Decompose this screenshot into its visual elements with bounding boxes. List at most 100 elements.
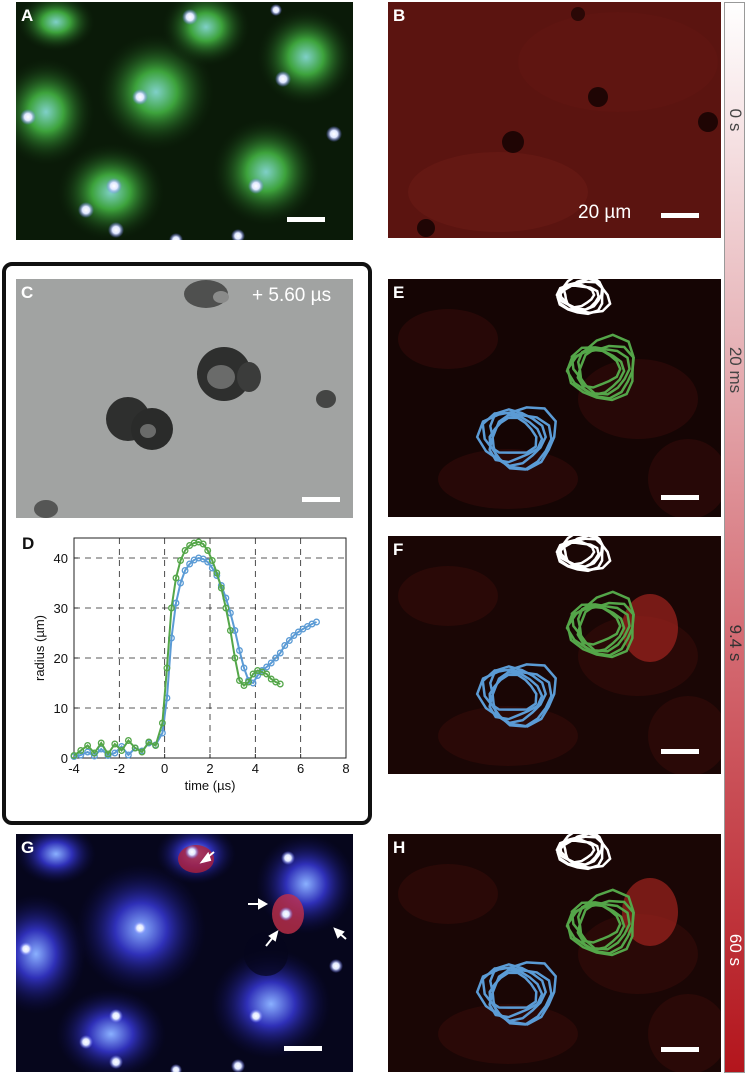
contour bbox=[555, 835, 604, 866]
contour bbox=[557, 279, 612, 314]
series-0-point-18 bbox=[181, 567, 189, 574]
panel-f-tissue-overlay: F bbox=[388, 536, 721, 774]
panel-b-tissue: B 20 µm bbox=[388, 2, 721, 238]
series-0-point-36 bbox=[263, 663, 271, 671]
series-1-point-16 bbox=[172, 574, 180, 582]
series-1-point-22 bbox=[199, 540, 207, 548]
x-tick-label-4: 4 bbox=[252, 761, 259, 776]
series-0-point-37 bbox=[267, 659, 275, 667]
panel-g-image bbox=[16, 834, 353, 1072]
series-1-point-11 bbox=[145, 738, 153, 746]
panel-f-label: F bbox=[393, 540, 404, 559]
colorbar-label-3: 60 s bbox=[726, 933, 745, 967]
x-axis-label: time (µs) bbox=[185, 778, 236, 793]
series-1-point-13 bbox=[158, 719, 166, 727]
contour bbox=[576, 346, 626, 397]
series-0-point-17 bbox=[177, 579, 184, 587]
green-bubble-contours bbox=[565, 333, 635, 402]
series-0-point-19 bbox=[186, 560, 194, 568]
panel-c-image bbox=[16, 279, 353, 518]
panel-b-label: B bbox=[393, 6, 406, 25]
white-bubble-contours bbox=[555, 834, 612, 871]
series-0-point-33 bbox=[249, 679, 257, 687]
contour bbox=[576, 901, 626, 952]
panel-e-tissue-overlay: E bbox=[388, 279, 721, 517]
series-1-point-6 bbox=[111, 740, 119, 748]
x-tick-label-6: 8 bbox=[342, 761, 349, 776]
contour bbox=[481, 668, 553, 728]
series-1-point-18 bbox=[181, 547, 189, 554]
x-tick-label-5: 6 bbox=[297, 761, 304, 776]
panel-g-fluorescence: G bbox=[16, 834, 353, 1072]
series-0-point-42 bbox=[290, 632, 298, 639]
series-1-point-23 bbox=[204, 547, 212, 554]
contour bbox=[566, 333, 635, 402]
panel-c-highspeed-frame: C + 5.60 µs bbox=[16, 279, 353, 518]
panel-h-tissue-overlay: H bbox=[388, 834, 721, 1072]
series-line-1 bbox=[73, 540, 281, 757]
series-1-point-14 bbox=[163, 664, 171, 672]
series-0-point-40 bbox=[281, 642, 289, 649]
colorbar-label-2: 9.4 s bbox=[726, 624, 745, 662]
series-1-point-33 bbox=[249, 670, 257, 678]
panel-c-label: C bbox=[21, 283, 34, 302]
panel-g-label: G bbox=[21, 838, 35, 857]
series-1-point-37 bbox=[267, 675, 275, 683]
x-tick-label-3: 2 bbox=[206, 761, 213, 776]
contour bbox=[475, 961, 557, 1026]
white-bubble-contours bbox=[555, 279, 612, 316]
contour bbox=[570, 346, 631, 396]
series-1-point-28 bbox=[226, 627, 234, 634]
panel-a-label: A bbox=[21, 6, 34, 25]
series-1-point-20 bbox=[190, 539, 198, 547]
series-1-point-39 bbox=[276, 680, 284, 688]
series-1-point-17 bbox=[177, 557, 184, 564]
series-1-point-24 bbox=[208, 557, 216, 564]
contour bbox=[555, 280, 604, 311]
contour bbox=[566, 888, 635, 957]
series-0-point-30 bbox=[236, 647, 243, 654]
panel-e-scale-bar bbox=[661, 495, 699, 500]
tissue-texture bbox=[398, 309, 721, 517]
contour bbox=[475, 406, 557, 471]
panel-b-scale-text: 20 µm bbox=[578, 202, 632, 223]
tissue-texture bbox=[398, 864, 721, 1072]
series-1-point-5 bbox=[104, 750, 112, 758]
y-tick-label-4: 40 bbox=[54, 551, 68, 566]
y-tick-label-2: 20 bbox=[54, 651, 68, 666]
panel-h-image bbox=[398, 834, 721, 1072]
panel-a-scale-bar bbox=[287, 217, 325, 222]
contour bbox=[555, 537, 604, 568]
panel-e-image bbox=[398, 279, 721, 517]
contour bbox=[488, 416, 538, 454]
series-0-point-22 bbox=[199, 555, 207, 563]
contour bbox=[576, 603, 626, 654]
blue-bubble-contours bbox=[475, 663, 557, 728]
series-1-point-29 bbox=[231, 654, 239, 662]
contour bbox=[481, 411, 553, 471]
panel-h-scale-bar bbox=[661, 1047, 699, 1052]
time-colorbar bbox=[724, 2, 745, 1073]
contour bbox=[488, 673, 538, 711]
panel-f-image bbox=[398, 536, 721, 774]
green-bubble-contours bbox=[565, 590, 635, 659]
panel-g-scale-bar bbox=[284, 1046, 322, 1051]
contour bbox=[475, 663, 557, 728]
series-1-point-10 bbox=[138, 748, 146, 756]
series-1-point-8 bbox=[124, 737, 132, 744]
x-tick-label-2: 0 bbox=[161, 761, 168, 776]
series-0-point-38 bbox=[272, 654, 280, 662]
panel-d-chart: D -4 -2 0 2 4 6 8 0 10 20 30 40 time (µs) radius (µm) bbox=[16, 528, 356, 810]
panel-h-label: H bbox=[393, 838, 406, 857]
series-1-point-27 bbox=[222, 604, 230, 612]
panel-b-image bbox=[408, 7, 718, 237]
series-0-point-8 bbox=[124, 751, 132, 759]
panel-f-scale-bar bbox=[661, 749, 699, 754]
series-1-point-15 bbox=[168, 604, 175, 612]
panel-a-image bbox=[16, 2, 353, 240]
series-1-point-26 bbox=[217, 584, 225, 592]
series-0-point-21 bbox=[195, 554, 203, 562]
contour bbox=[570, 901, 631, 951]
series-1-point-36 bbox=[263, 670, 271, 678]
y-axis-label: radius (µm) bbox=[32, 615, 47, 681]
